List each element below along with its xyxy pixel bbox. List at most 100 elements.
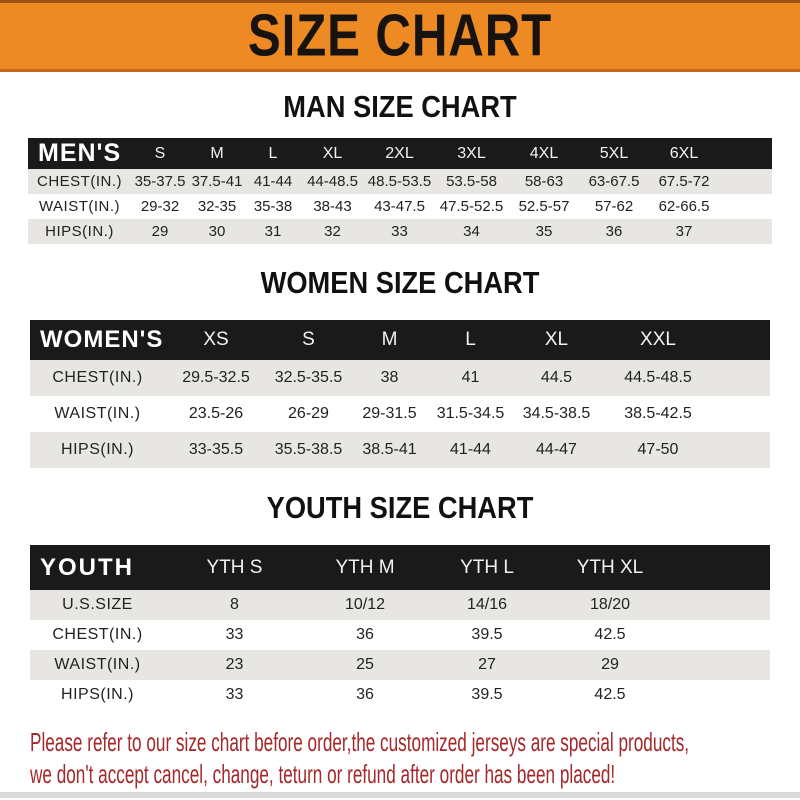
size-cell: 14/16 — [466, 596, 508, 613]
size-chart-banner: SIZE CHART — [0, 0, 800, 72]
row-label: WAIST(IN.) — [38, 198, 121, 215]
table-row: CHEST(IN.) 29.5-32.5 32.5-35.5 38 41 44.… — [30, 360, 770, 396]
spacer-cell — [672, 590, 770, 620]
size-cell: 23.5-26 — [188, 405, 244, 422]
row-label: CHEST(IN.) — [52, 369, 143, 386]
women-table-corner-label: WOMEN'S — [30, 320, 165, 360]
youth-table-corner-label: YOUTH — [30, 545, 165, 590]
col-header: YTH S — [165, 545, 304, 590]
size-cell: 41-44 — [450, 441, 491, 458]
footer-note: Please refer to our size chart before or… — [30, 726, 800, 790]
col-header: XL — [512, 320, 601, 360]
size-cell: 39.5 — [471, 626, 503, 643]
size-cell: 36 — [356, 686, 374, 703]
size-cell: 41-44 — [253, 173, 293, 190]
size-cell: 52.5-57 — [518, 198, 570, 215]
col-header: YTH XL — [548, 545, 672, 590]
row-label: CHEST(IN.) — [37, 173, 122, 190]
row-label: WAIST(IN.) — [54, 405, 141, 422]
col-header: M — [350, 320, 429, 360]
size-cell: 33 — [391, 223, 408, 240]
col-header: L — [245, 138, 301, 169]
size-cell: 62-66.5 — [658, 198, 710, 215]
size-cell: 29.5-32.5 — [182, 369, 250, 386]
spacer-cell — [715, 320, 770, 360]
table-row: WAIST(IN.) 29-32 32-35 35-38 38-43 43-47… — [28, 194, 772, 219]
col-header: S — [131, 138, 189, 169]
row-label: U.S.SIZE — [62, 596, 133, 613]
col-header: 3XL — [435, 138, 508, 169]
col-header: XS — [165, 320, 267, 360]
size-cell: 44-47 — [536, 441, 577, 458]
size-cell: 43-47.5 — [374, 198, 425, 215]
size-cell: 38-43 — [313, 198, 352, 215]
row-label: HIPS(IN.) — [45, 223, 114, 240]
size-cell: 25 — [356, 656, 374, 673]
col-header: 5XL — [580, 138, 648, 169]
size-cell: 58-63 — [524, 173, 564, 190]
table-row: HIPS(IN.) 33-35.5 35.5-38.5 38.5-41 41-4… — [30, 432, 770, 468]
size-cell: 67.5-72 — [658, 173, 710, 190]
table-row: HIPS(IN.) 29 30 31 32 33 34 35 36 37 — [28, 219, 772, 244]
man-section-heading: MAN SIZE CHART — [283, 89, 517, 124]
table-row: CHEST(IN.) 33 36 39.5 42.5 — [30, 620, 770, 650]
women-section-heading: WOMEN SIZE CHART — [260, 265, 540, 300]
men-table-header-row: MEN'S S M L XL 2XL 3XL 4XL 5XL 6XL — [28, 138, 772, 169]
size-cell: 8 — [230, 596, 239, 613]
col-header: L — [429, 320, 512, 360]
table-row: U.S.SIZE 8 10/12 14/16 18/20 — [30, 590, 770, 620]
size-cell: 37.5-41 — [191, 173, 243, 190]
spacer-cell — [672, 680, 770, 710]
col-header: XL — [301, 138, 364, 169]
col-header: YTH L — [426, 545, 548, 590]
size-cell: 30 — [208, 223, 226, 240]
size-cell: 27 — [478, 656, 496, 673]
size-cell: 44.5 — [540, 369, 573, 386]
size-cell: 35-38 — [253, 198, 293, 215]
size-cell: 35 — [535, 223, 553, 240]
banner-title: SIZE CHART — [247, 2, 553, 69]
table-row: CHEST(IN.) 35-37.5 37.5-41 41-44 44-48.5… — [28, 169, 772, 194]
table-row: WAIST(IN.) 23 25 27 29 — [30, 650, 770, 680]
spacer-cell — [720, 194, 772, 219]
size-cell: 41 — [461, 369, 480, 386]
size-cell: 32 — [324, 223, 341, 240]
size-cell: 35.5-38.5 — [274, 441, 343, 458]
size-cell: 29-31.5 — [362, 405, 417, 422]
table-row: WAIST(IN.) 23.5-26 26-29 29-31.5 31.5-34… — [30, 396, 770, 432]
col-header: S — [267, 320, 350, 360]
size-cell: 10/12 — [344, 596, 386, 613]
size-cell: 53.5-58 — [446, 173, 497, 190]
size-cell: 37 — [675, 223, 693, 240]
size-cell: 33-35.5 — [188, 441, 244, 458]
men-size-table: MEN'S S M L XL 2XL 3XL 4XL 5XL 6XL CHEST… — [28, 138, 772, 244]
youth-section-heading: YOUTH SIZE CHART — [266, 490, 534, 525]
row-label: HIPS(IN.) — [61, 441, 134, 458]
youth-table-header-row: YOUTH YTH S YTH M YTH L YTH XL — [30, 545, 770, 590]
spacer-cell — [672, 620, 770, 650]
size-cell: 35-37.5 — [134, 173, 186, 190]
size-cell: 29 — [601, 656, 619, 673]
col-header: 6XL — [648, 138, 720, 169]
spacer-cell — [715, 432, 770, 468]
size-cell: 44.5-48.5 — [624, 369, 692, 386]
row-label: WAIST(IN.) — [54, 656, 141, 673]
spacer-cell — [715, 360, 770, 396]
size-cell: 38.5-41 — [362, 441, 417, 458]
size-cell: 48.5-53.5 — [367, 173, 432, 190]
footer-line-2: we don't accept cancel, change, teturn o… — [30, 759, 616, 789]
size-cell: 31 — [264, 223, 282, 240]
col-header: XXL — [601, 320, 715, 360]
spacer-cell — [672, 545, 770, 590]
size-cell: 33 — [225, 626, 244, 643]
size-cell: 34 — [463, 223, 480, 240]
size-cell: 44-48.5 — [307, 173, 358, 190]
size-cell: 63-67.5 — [588, 173, 640, 190]
col-header: 2XL — [364, 138, 435, 169]
spacer-cell — [715, 396, 770, 432]
table-row: HIPS(IN.) 33 36 39.5 42.5 — [30, 680, 770, 710]
size-cell: 26-29 — [288, 405, 329, 422]
size-cell: 36 — [605, 223, 623, 240]
row-label: HIPS(IN.) — [61, 686, 134, 703]
